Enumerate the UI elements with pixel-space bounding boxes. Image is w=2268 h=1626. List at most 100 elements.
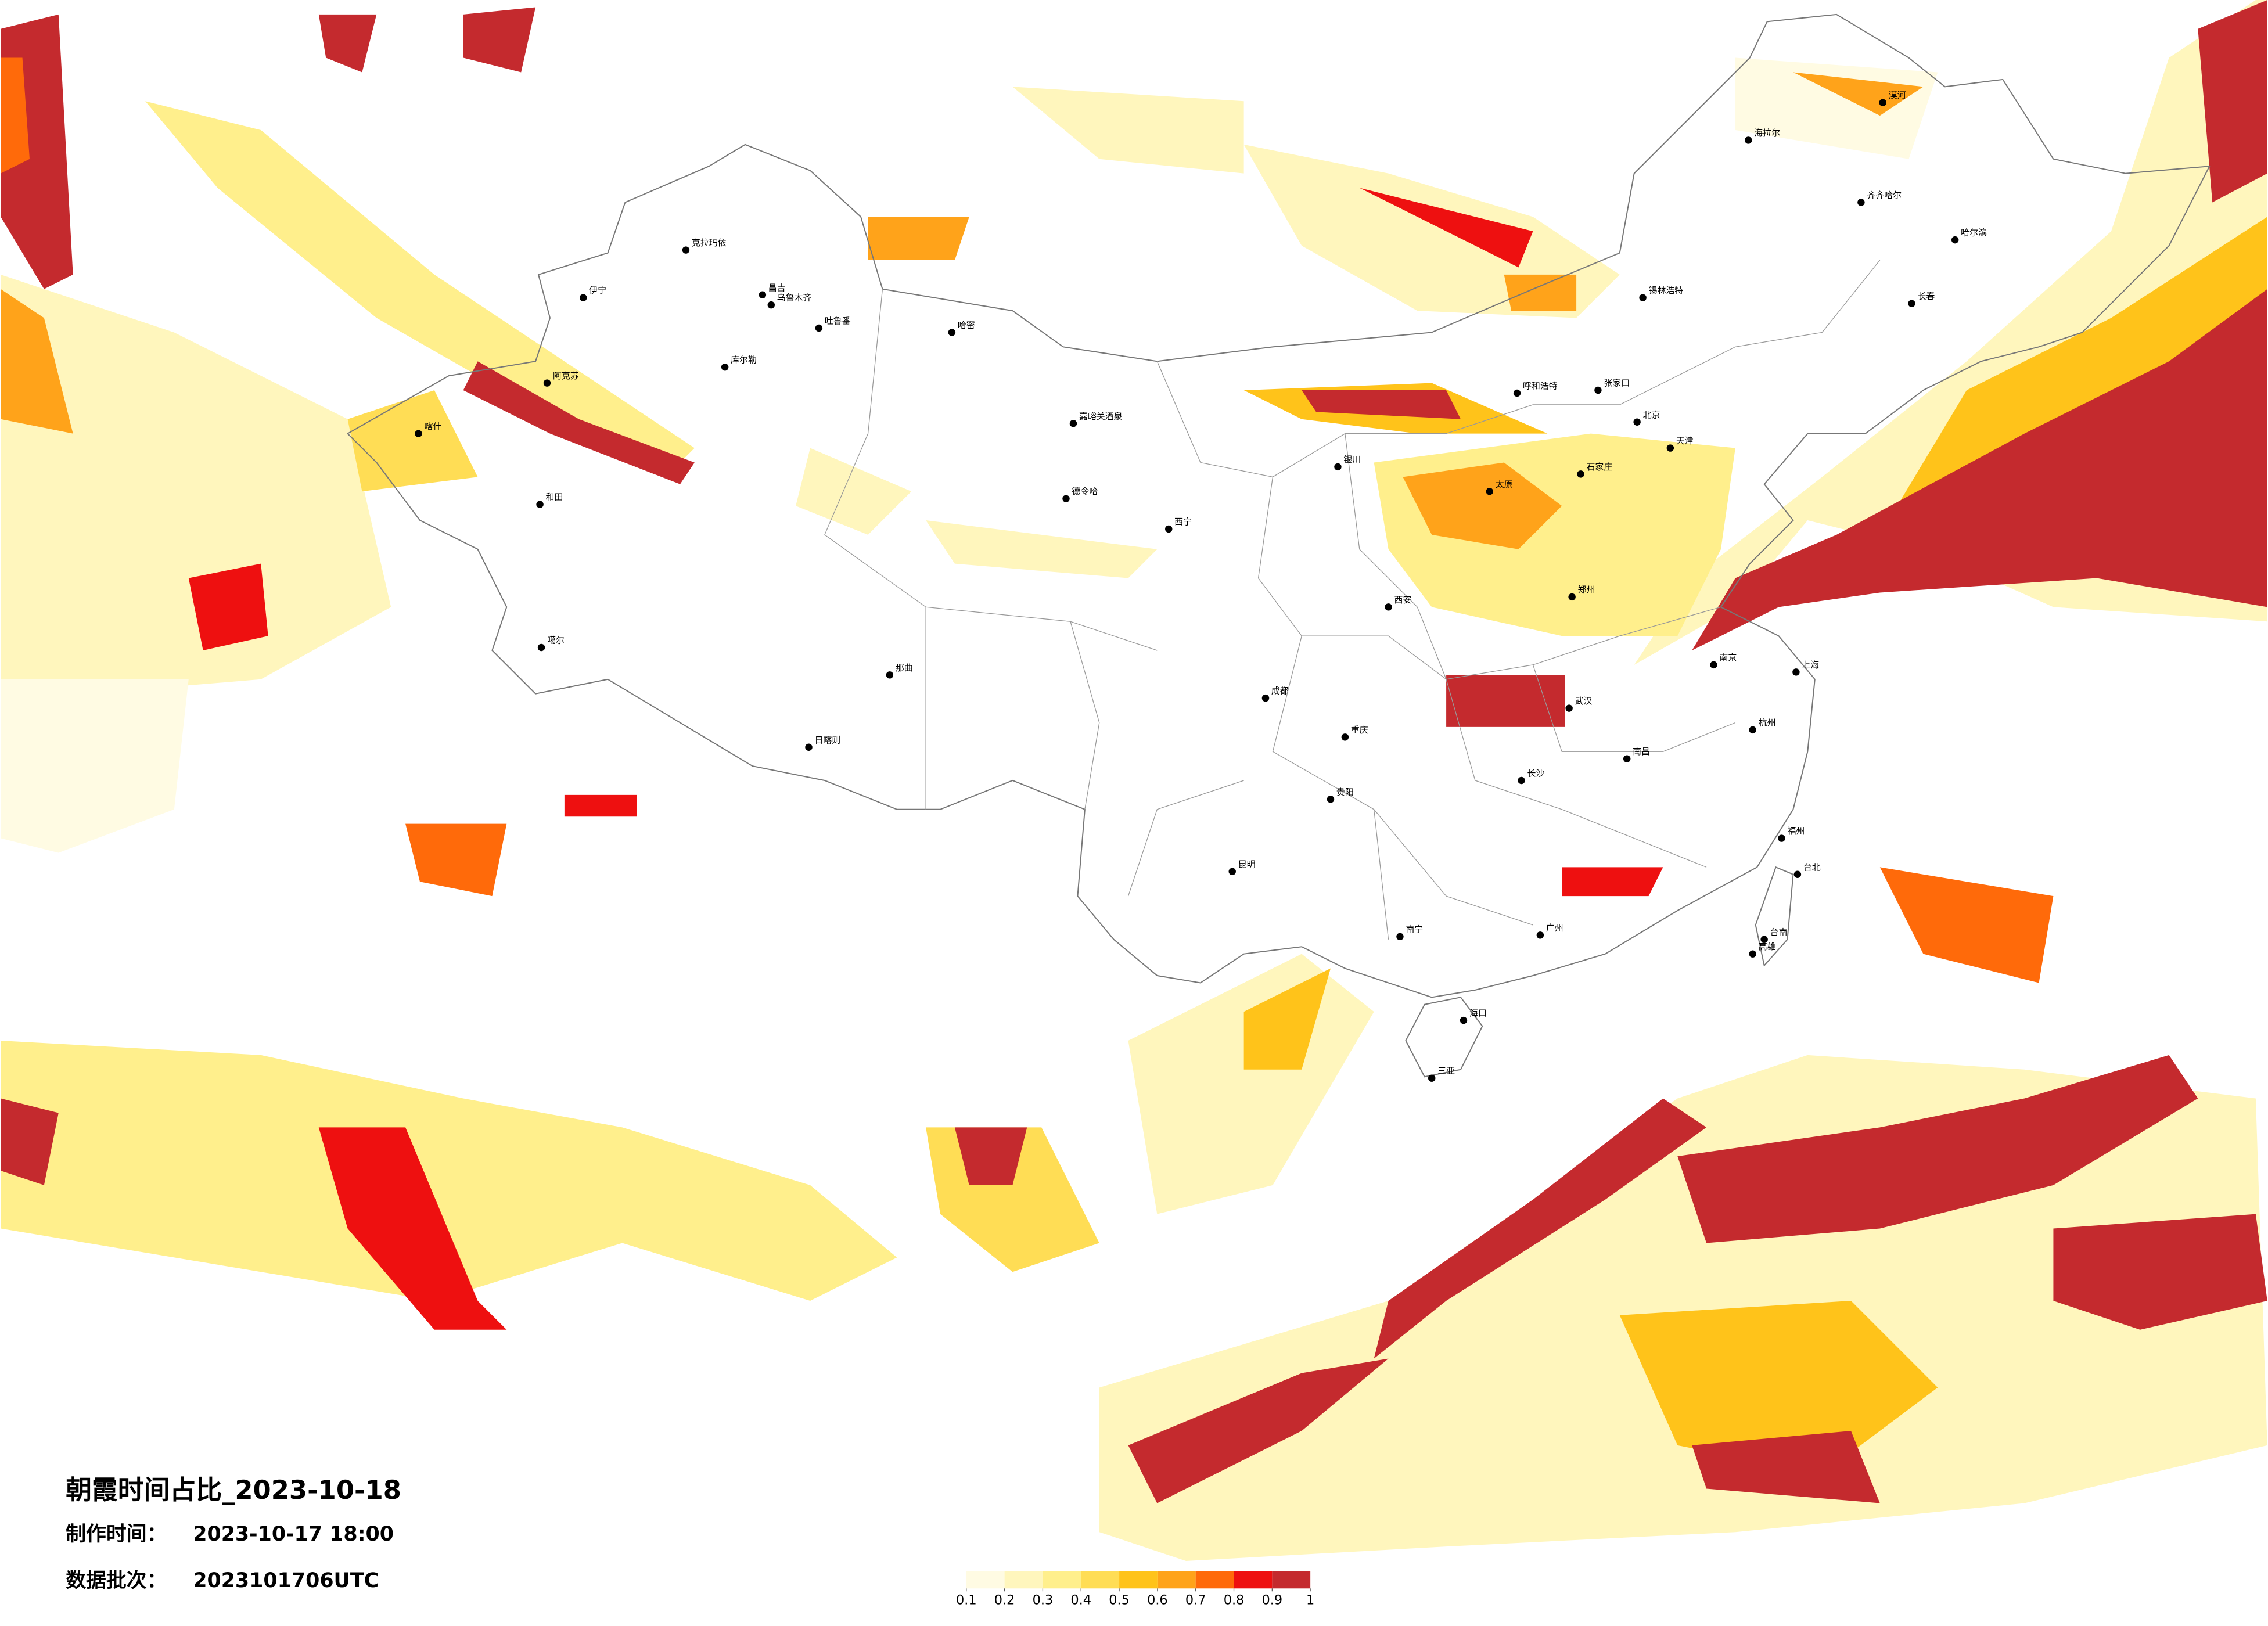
cloud-patch <box>463 7 536 73</box>
city-label: 台北 <box>1803 862 1821 872</box>
legend-tick-label: 1 <box>1306 1593 1314 1608</box>
city-label: 嘉峪关酒泉 <box>1079 411 1123 422</box>
made-time-value: 2023-10-17 18:00 <box>193 1523 394 1546</box>
cloud-patch <box>1692 289 2267 650</box>
cloud-patch <box>1012 87 1244 174</box>
city-dot <box>815 324 823 332</box>
city-label: 哈密 <box>958 320 975 330</box>
legend: 0.1 0.2 0.3 0.4 0.5 0.6 0.7 0.8 0.9 1 <box>956 1571 1314 1608</box>
cloud-patch <box>1 679 189 853</box>
province-borders <box>824 260 1881 940</box>
cloud-patch <box>463 361 695 484</box>
city-label: 张家口 <box>1604 378 1630 388</box>
cloud-patch <box>1619 1301 1938 1474</box>
city-label: 和田 <box>546 492 563 502</box>
city-dot <box>767 301 775 309</box>
city-label: 长沙 <box>1527 768 1544 779</box>
city-dot <box>1857 199 1865 206</box>
city-label: 天津 <box>1676 436 1694 446</box>
city-dot <box>805 743 813 751</box>
city-label: 乌鲁木齐 <box>777 293 812 303</box>
batch-label: 数据批次： <box>66 1569 167 1592</box>
legend-tick-label: 0.2 <box>994 1593 1015 1608</box>
cloud-patch <box>564 794 637 817</box>
city-dot <box>1396 933 1404 941</box>
city-label: 呼和浩特 <box>1523 381 1558 391</box>
city-dot <box>1951 236 1959 244</box>
city-dot <box>1568 593 1576 601</box>
legend-swatch <box>1234 1571 1273 1589</box>
cloud-patch <box>1374 433 1735 636</box>
city-dot <box>1486 488 1493 495</box>
city-label: 喀什 <box>424 421 441 431</box>
city-label: 库尔勒 <box>731 355 757 365</box>
city-dot <box>1165 525 1173 533</box>
cloud-patch <box>318 1127 507 1330</box>
cloud-patch <box>347 390 478 492</box>
city-dot <box>580 294 587 301</box>
cloud-patch <box>1302 390 1461 419</box>
city-dot <box>1428 1074 1436 1082</box>
city-dot <box>1594 386 1602 394</box>
city-label: 漠河 <box>1889 90 1906 100</box>
city-dot <box>1879 99 1886 106</box>
cloud-patch <box>318 14 377 73</box>
city-dot <box>759 291 767 298</box>
cloud-patch <box>405 823 507 897</box>
cloud-patch <box>1403 462 1562 549</box>
city-label: 克拉玛依 <box>692 238 727 248</box>
city-label: 噶尔 <box>547 635 565 646</box>
city-dot <box>1334 463 1342 471</box>
city-dot <box>1792 668 1800 676</box>
city-dot <box>1778 834 1785 842</box>
city-dot <box>1749 950 1756 958</box>
cloud-patch <box>1374 1098 1707 1359</box>
cloud-patch <box>1128 954 1374 1214</box>
city-label: 上海 <box>1802 660 1819 670</box>
city-dot <box>1518 776 1525 785</box>
cloud-patch <box>1692 1431 1880 1503</box>
city-dot <box>1745 136 1752 144</box>
city-dot <box>1793 870 1802 878</box>
legend-tick-label: 0.1 <box>956 1593 977 1608</box>
city-label: 重庆 <box>1351 725 1368 735</box>
cloud-patch <box>1 274 391 810</box>
legend-swatch <box>1195 1571 1234 1589</box>
cloud-patch <box>1 289 73 434</box>
legend-swatch <box>1272 1571 1311 1589</box>
legend-tick-label: 0.7 <box>1185 1593 1206 1608</box>
cloud-patch <box>1504 274 1577 311</box>
cloud-patch <box>1879 867 2054 983</box>
city-dot <box>886 671 894 679</box>
city-dot <box>1710 661 1717 669</box>
city-dot <box>1623 755 1631 762</box>
cloud-patch <box>1 57 30 174</box>
cloud-patch <box>1243 968 1331 1070</box>
city-dot <box>1069 420 1077 427</box>
cloud-patch <box>954 1127 1027 1185</box>
city-label: 昌吉 <box>768 282 786 293</box>
city-label: 日喀则 <box>814 735 840 745</box>
city-label: 台南 <box>1770 927 1788 937</box>
city-dot <box>1666 444 1674 452</box>
city-label: 锡林浩特 <box>1649 285 1684 296</box>
city-dot <box>1062 495 1070 502</box>
city-dot <box>1577 470 1584 478</box>
cloud-field <box>1 0 2267 1561</box>
cloud-patch <box>926 520 1158 578</box>
city-label: 石家庄 <box>1587 462 1613 472</box>
cloud-patch <box>1128 1358 1389 1503</box>
legend-tick-label: 0.3 <box>1033 1593 1054 1608</box>
city-dot <box>682 246 690 254</box>
cloud-patch <box>868 217 969 260</box>
city-label: 吐鲁番 <box>825 316 851 326</box>
city-dot <box>1536 931 1544 939</box>
cloud-patch <box>1359 188 1533 268</box>
city-dot <box>1633 418 1641 426</box>
city-label: 阿克苏 <box>553 370 579 381</box>
city-label: 伊宁 <box>589 285 606 296</box>
city-label: 海拉尔 <box>1754 128 1780 138</box>
cloud-patch <box>796 448 912 535</box>
city-label: 贵阳 <box>1336 787 1354 797</box>
